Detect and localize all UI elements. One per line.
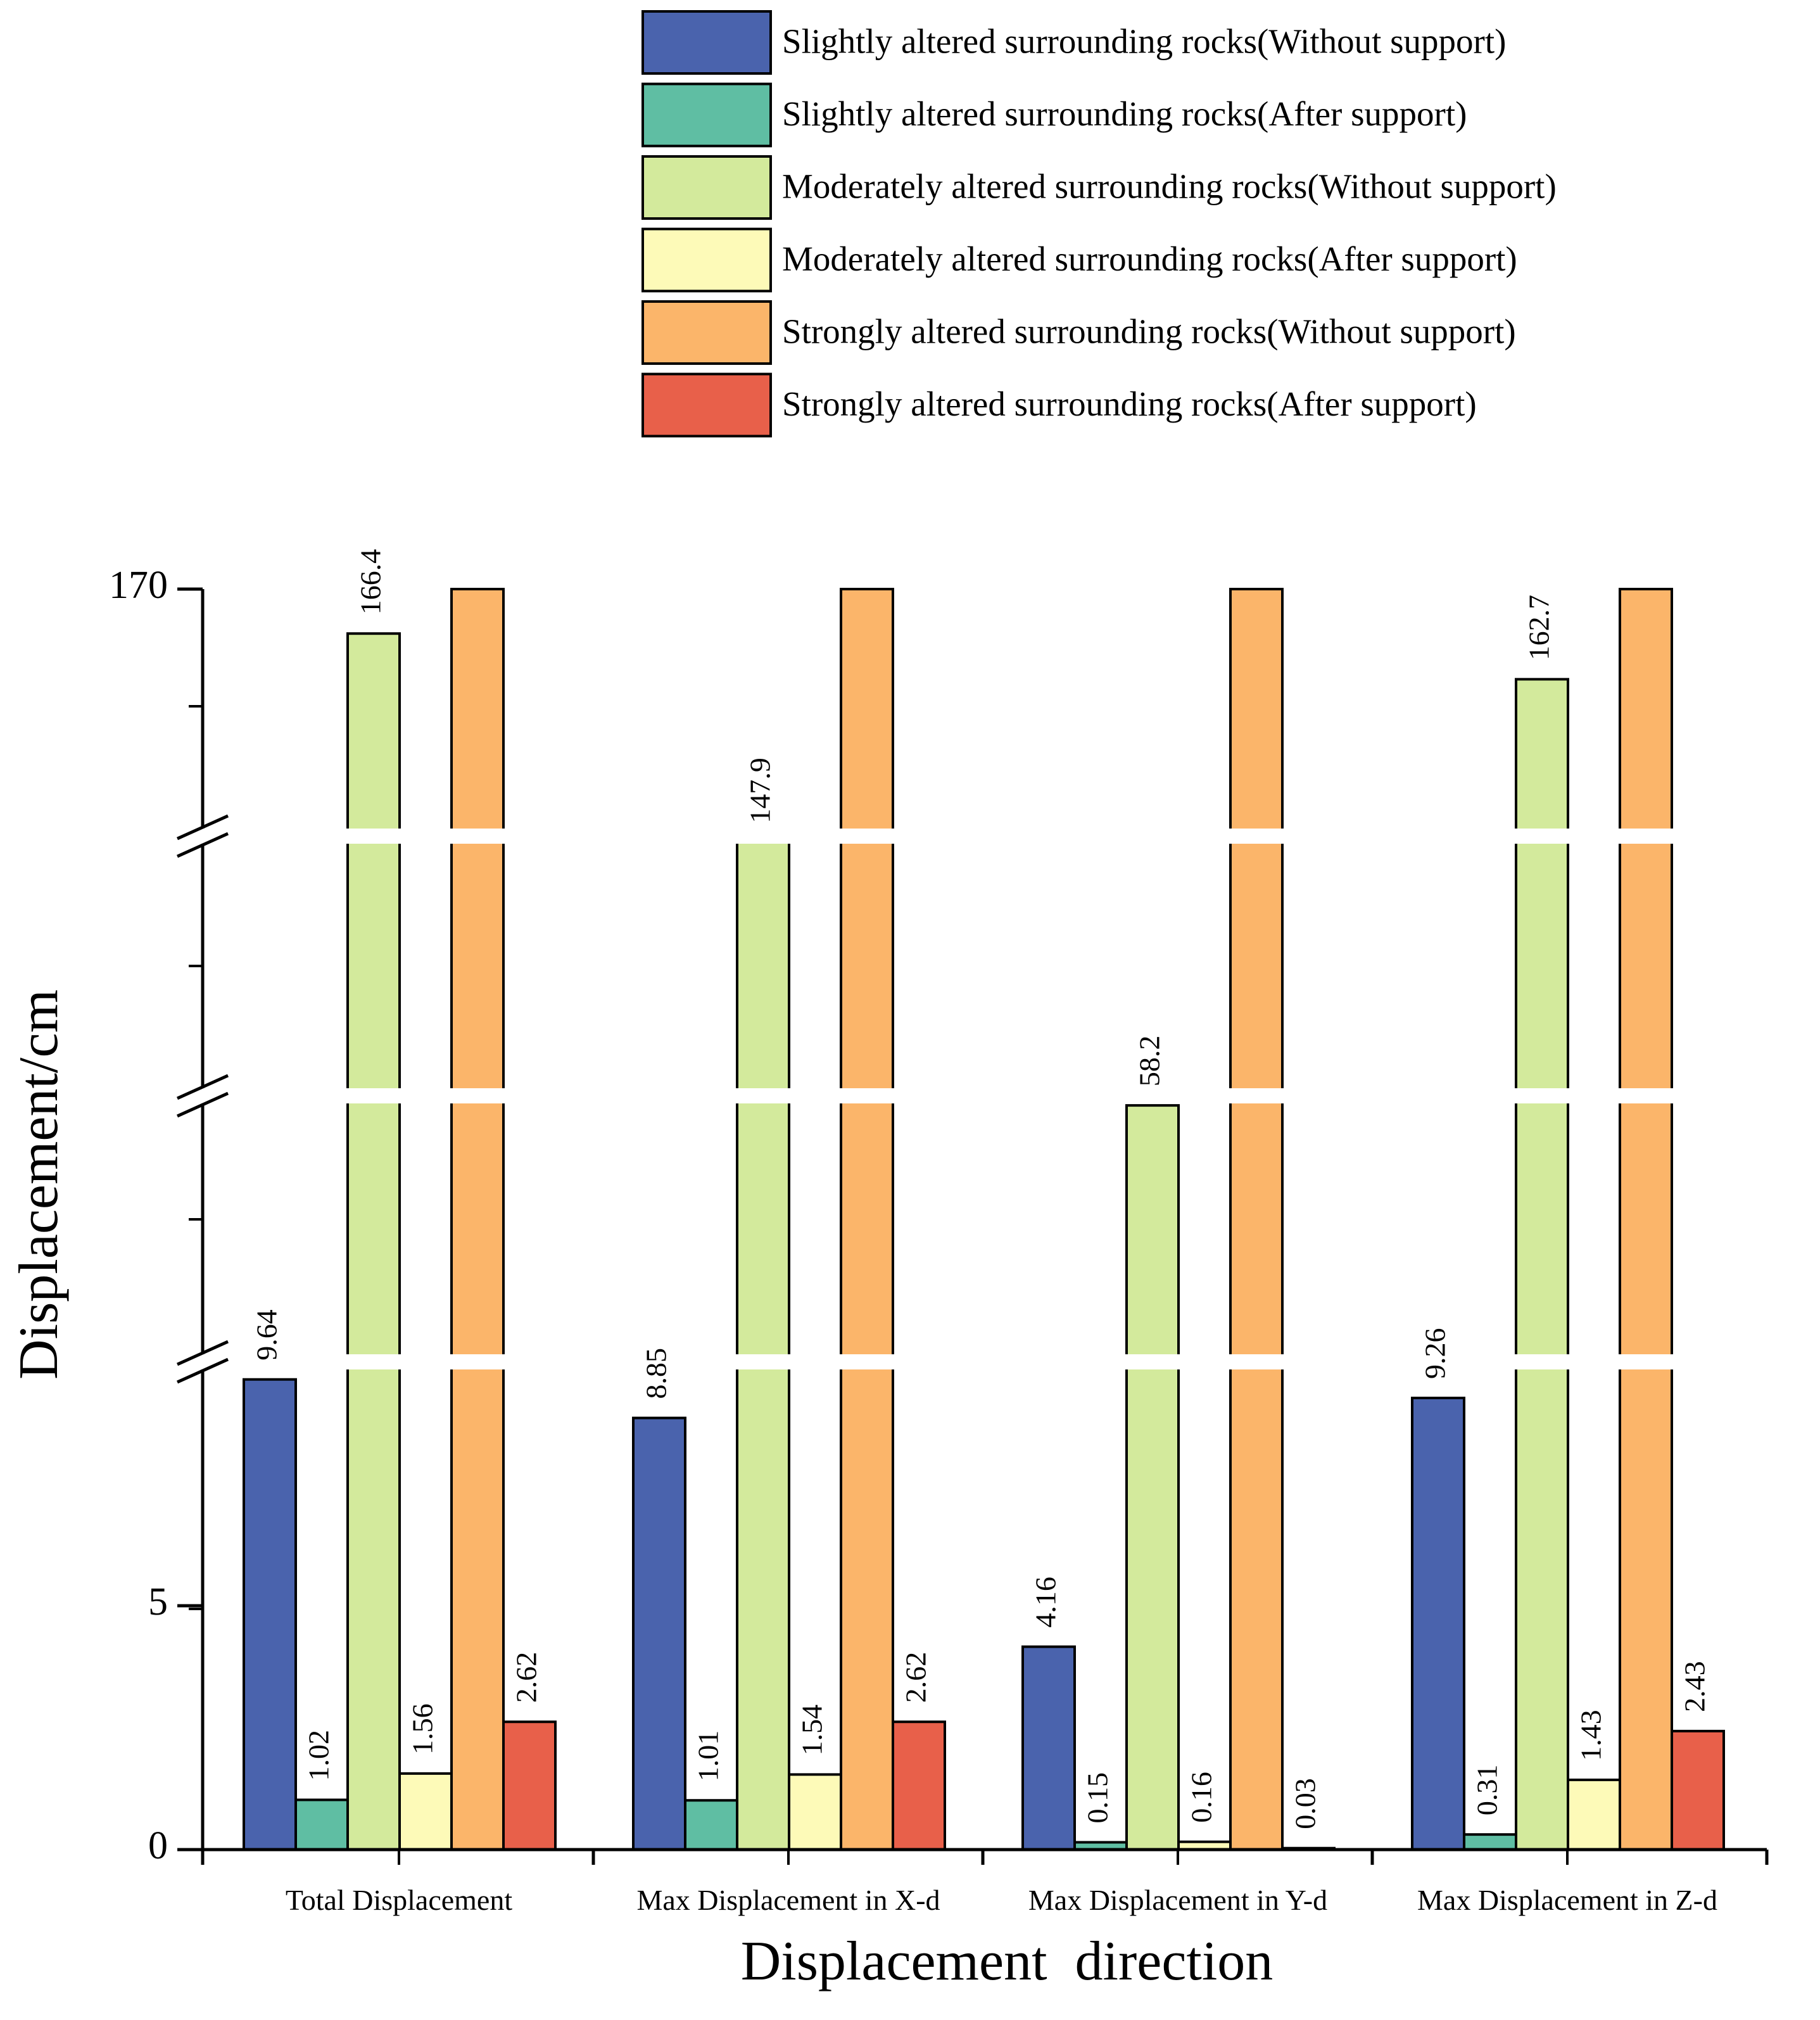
bar-s2-1 (294, 1798, 349, 1851)
axis-break-mark-3-2 (176, 832, 229, 858)
bar-s5-2 (840, 588, 894, 1851)
bar-s5-1 (450, 588, 505, 1851)
legend-swatch-3 (641, 155, 772, 220)
legend-swatch-6 (641, 372, 772, 438)
bar-s4-2 (788, 1773, 842, 1851)
bar-s1-4 (1411, 1396, 1465, 1851)
data-label-s3-1: 166.4 (355, 549, 387, 615)
bar-s6-4 (1671, 1729, 1725, 1851)
data-label-s6-3: 0.03 (1289, 1778, 1322, 1829)
data-label-s4-2: 1.54 (796, 1705, 828, 1756)
legend-label-5: Strongly altered surrounding rocks(Witho… (782, 312, 1516, 351)
axis-break-gap-1 (208, 1354, 1772, 1369)
x-tick-label-3: Max Displacement in Y-d (1028, 1884, 1327, 1916)
bar-s5-4 (1619, 588, 1673, 1851)
axis-break-gaps (208, 829, 1772, 1369)
legend-swatch-4 (641, 227, 772, 293)
bar-s2-2 (684, 1799, 738, 1851)
bar-s3-4 (1515, 678, 1569, 1851)
x-axis-title: Displacement direction (741, 1931, 1273, 1992)
axis-break-mark-2-2 (176, 1091, 229, 1118)
data-labels: 9.64 8.85 4.16 9.26 1.02 1.01 0.15 0.31 166.4 147… (251, 549, 1711, 1829)
axis-break-mark-1-1 (176, 1340, 229, 1366)
legend-swatch-2 (641, 82, 772, 148)
bar-s3-2 (736, 841, 790, 1851)
bar-s1-2 (632, 1416, 686, 1852)
bar-s4-4 (1567, 1778, 1621, 1851)
data-label-s2-3: 0.15 (1082, 1772, 1114, 1824)
data-label-s1-2: 8.85 (640, 1348, 673, 1399)
data-label-s6-2: 2.62 (900, 1652, 932, 1703)
y-axis-title: Displacement/cm (8, 989, 70, 1380)
axis-break-gap-3 (208, 829, 1772, 844)
data-label-s3-3: 58.2 (1134, 1036, 1166, 1087)
data-label-s2-1: 1.02 (303, 1730, 335, 1781)
axis-break-gap-2 (208, 1088, 1772, 1103)
y-tick-label-170: 170 (109, 564, 168, 607)
x-tick-label-2: Max Displacement in X-d (636, 1884, 940, 1916)
data-label-s3-2: 147.9 (744, 758, 776, 823)
legend-label-2: Slightly altered surrounding rocks(After… (782, 94, 1467, 133)
axis-break-mark-1-2 (176, 1357, 229, 1384)
x-tick-label-1: Total Displacement (286, 1884, 512, 1916)
data-label-s1-3: 4.16 (1030, 1577, 1062, 1628)
bar-s4-1 (398, 1772, 453, 1851)
data-label-s3-4: 162.7 (1523, 595, 1555, 661)
legend-label-6: Strongly altered surrounding rocks(After… (782, 384, 1477, 423)
axis-break-mark-3-1 (176, 814, 229, 841)
axes: 0 5 170 Total Displacement Max Displacement … (109, 564, 1769, 1916)
legend-swatch-5 (641, 300, 772, 365)
y-tick-label-5: 5 (148, 1580, 168, 1623)
data-label-s6-4: 2.43 (1679, 1661, 1711, 1712)
bar-s3-1 (346, 632, 401, 1852)
x-tick-label-4: Max Displacement in Z-d (1417, 1884, 1717, 1916)
bar-s3-3 (1125, 1104, 1180, 1851)
bar-s5-3 (1229, 588, 1284, 1851)
bar-s6-2 (892, 1720, 946, 1852)
y-tick-label-0: 0 (148, 1824, 168, 1867)
data-label-s4-3: 0.16 (1185, 1772, 1218, 1823)
bars (243, 588, 1725, 1852)
bar-s2-4 (1463, 1833, 1517, 1851)
legend-label-3: Moderately altered surrounding rocks(Wit… (782, 167, 1557, 206)
legend-label-1: Slightly altered surrounding rocks(Witho… (782, 22, 1506, 61)
legend-label-4: Moderately altered surrounding rocks(Aft… (782, 239, 1517, 278)
data-label-s4-4: 1.43 (1575, 1710, 1607, 1761)
bar-s6-1 (502, 1720, 557, 1852)
data-label-s4-1: 1.56 (407, 1703, 439, 1755)
axis-break-mark-2-1 (176, 1074, 229, 1100)
data-label-s2-4: 0.31 (1471, 1765, 1503, 1816)
data-label-s1-4: 9.26 (1419, 1328, 1451, 1379)
data-label-s1-1: 9.64 (251, 1309, 283, 1361)
bar-s1-1 (243, 1378, 297, 1851)
data-label-s6-1: 2.62 (510, 1652, 543, 1703)
data-label-s2-2: 1.01 (692, 1731, 724, 1782)
legend: Slightly altered surrounding rocks(Witho… (641, 10, 1557, 438)
legend-swatch-1 (641, 10, 772, 75)
bar-s1-3 (1021, 1645, 1076, 1851)
